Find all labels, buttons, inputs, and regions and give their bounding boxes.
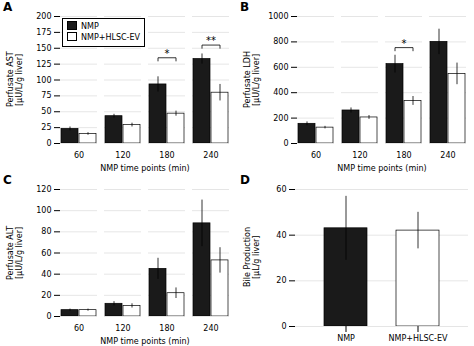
svg-text:180: 180 [396,151,411,160]
svg-text:200: 200 [36,12,51,21]
svg-text:80: 80 [41,227,51,236]
svg-text:50: 50 [41,107,51,116]
html-text:NMP+HLSC-EV: NMP+HLSC-EV [81,33,140,43]
svg-text:120: 120 [115,151,130,160]
html-text:NMP: NMP [81,22,99,31]
html-text:A: A [3,0,13,14]
svg-text:125: 125 [36,60,51,69]
svg-text:100: 100 [36,76,51,85]
svg-text:20: 20 [276,276,286,285]
svg-text:180: 180 [159,151,174,160]
html-text:Bile Production [µL/g liver]: Bile Production [µL/g liver] [243,227,262,288]
svg-text:120: 120 [352,151,367,160]
svg-text:60: 60 [311,151,321,160]
svg-text:240: 240 [203,151,218,160]
html-text:B: B [240,0,250,14]
svg-text:240: 240 [203,324,218,333]
svg-text:NMP time points (min): NMP time points (min) [100,164,189,173]
svg-text:20: 20 [41,291,51,300]
html-text:D: D [240,173,250,187]
html-text:Perfusate LDH [µU/L/g liver]: Perfusate LDH [µU/L/g liver] [243,51,262,108]
svg-text:100: 100 [36,206,51,215]
svg-text:0: 0 [283,139,288,148]
svg-text:120: 120 [36,185,51,194]
svg-text:NMP+HLSC-EV: NMP+HLSC-EV [389,334,448,343]
svg-text:40: 40 [41,270,51,279]
svg-text:60: 60 [74,324,84,333]
svg-text:400: 400 [273,88,288,97]
svg-text:60: 60 [276,185,286,194]
svg-text:0: 0 [281,322,286,331]
html-text:Perfusate AST [µU/L/g liver]: Perfusate AST [µU/L/g liver] [6,51,25,108]
svg-text:1000: 1000 [268,12,288,21]
svg-text:240: 240 [440,151,455,160]
svg-text:120: 120 [115,324,130,333]
svg-text:800: 800 [273,37,288,46]
svg-text:60: 60 [74,151,84,160]
html-text:Perfusate ALT [µU/L/g liver]: Perfusate ALT [µU/L/g liver] [6,225,25,280]
svg-text:**: ** [206,35,216,46]
svg-text:600: 600 [273,63,288,72]
svg-text:*: * [402,38,407,49]
svg-text:180: 180 [159,324,174,333]
html-text:C: C [3,173,12,187]
svg-text:*: * [165,48,170,59]
svg-text:60: 60 [41,249,51,258]
svg-text:40: 40 [276,231,286,240]
svg-text:NMP: NMP [337,334,355,343]
svg-text:200: 200 [273,114,288,123]
svg-text:0: 0 [46,312,51,321]
svg-text:75: 75 [41,91,51,100]
svg-text:NMP time points (min): NMP time points (min) [337,164,426,173]
svg-text:150: 150 [36,44,51,53]
svg-text:175: 175 [36,28,51,37]
svg-text:NMP time points (min): NMP time points (min) [100,337,189,346]
svg-text:0: 0 [46,139,51,148]
svg-text:25: 25 [41,123,51,132]
